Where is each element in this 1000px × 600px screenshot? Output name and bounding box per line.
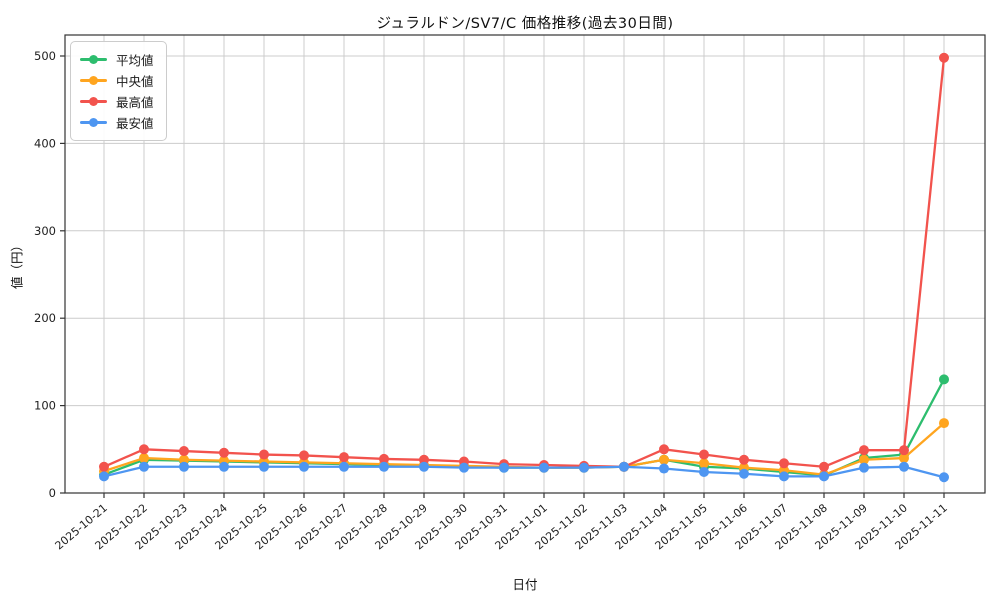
series-line-lowest xyxy=(102,465,946,479)
series-point-lowest xyxy=(259,461,269,472)
series-point-highest xyxy=(779,458,789,469)
legend-item-median: 中央値 xyxy=(80,70,154,91)
series-point-lowest xyxy=(179,461,189,472)
series-point-lowest xyxy=(899,461,909,472)
median-series-marker-icon xyxy=(80,76,107,85)
series-point-highest xyxy=(419,454,429,465)
series-point-highest xyxy=(179,446,189,457)
y-tick-label: 100 xyxy=(34,399,56,413)
series-point-average xyxy=(939,374,949,385)
series-point-lowest xyxy=(939,472,949,483)
series-point-highest xyxy=(299,450,309,461)
series-point-highest xyxy=(339,452,349,463)
legend-label-median: 中央値 xyxy=(116,74,154,89)
series-point-median xyxy=(699,458,709,469)
series-point-median xyxy=(179,454,189,465)
series-point-highest xyxy=(139,444,149,455)
series-point-median xyxy=(939,418,949,429)
series-point-median xyxy=(139,453,149,464)
series-point-lowest xyxy=(819,471,829,482)
series-point-lowest xyxy=(139,461,149,472)
series-point-lowest xyxy=(699,467,709,478)
series-point-median xyxy=(659,454,669,465)
series-point-lowest xyxy=(379,461,389,472)
series-point-lowest xyxy=(579,462,589,473)
series-point-lowest xyxy=(459,462,469,473)
series-point-lowest xyxy=(99,471,109,482)
legend-label-highest: 最高値 xyxy=(116,95,154,110)
series-point-highest xyxy=(859,445,869,456)
series-point-highest xyxy=(819,461,829,472)
series-point-lowest xyxy=(499,462,509,473)
series-point-highest xyxy=(739,454,749,465)
y-tick-label: 200 xyxy=(34,311,56,325)
series-point-highest xyxy=(259,449,269,460)
legend: 平均値 中央値 最高値 最安値 xyxy=(70,41,167,141)
series-point-highest xyxy=(899,445,909,456)
series-point-highest xyxy=(659,444,669,455)
legend-item-lowest: 最安値 xyxy=(80,112,154,133)
average-series-marker-icon xyxy=(80,55,107,64)
series-point-lowest xyxy=(419,461,429,472)
series-point-highest xyxy=(939,52,949,63)
plot-border xyxy=(64,34,986,494)
legend-label-lowest: 最安値 xyxy=(116,116,154,131)
y-tick-label: 500 xyxy=(34,49,56,63)
x-axis-label: 日付 xyxy=(512,577,538,592)
lowest-series-marker-icon xyxy=(80,118,107,127)
series-point-lowest xyxy=(779,471,789,482)
legend-item-average: 平均値 xyxy=(80,49,154,70)
series-point-highest xyxy=(379,453,389,464)
series-point-median xyxy=(899,453,909,464)
series-point-highest xyxy=(99,461,109,472)
series-point-lowest xyxy=(299,461,309,472)
series-point-lowest xyxy=(339,461,349,472)
highest-series-marker-icon xyxy=(80,97,107,106)
series-line-highest xyxy=(102,56,946,468)
series-point-lowest xyxy=(659,463,669,474)
series-point-lowest xyxy=(859,462,869,473)
chart-title: ジュラルドン/SV7/C 価格推移(過去30日間) xyxy=(376,16,674,32)
series-point-median xyxy=(859,454,869,465)
series-point-lowest xyxy=(539,462,549,473)
series-point-lowest xyxy=(619,461,629,472)
series-point-lowest xyxy=(739,468,749,479)
series-point-highest xyxy=(219,447,229,458)
y-axis-label: 値（円） xyxy=(9,238,25,290)
legend-label-average: 平均値 xyxy=(116,53,154,68)
y-tick-label: 300 xyxy=(34,224,56,238)
y-tick-label: 0 xyxy=(49,486,56,500)
series-point-highest xyxy=(699,449,709,460)
series-point-lowest xyxy=(219,461,229,472)
legend-item-highest: 最高値 xyxy=(80,91,154,112)
y-tick-label: 400 xyxy=(34,136,56,150)
